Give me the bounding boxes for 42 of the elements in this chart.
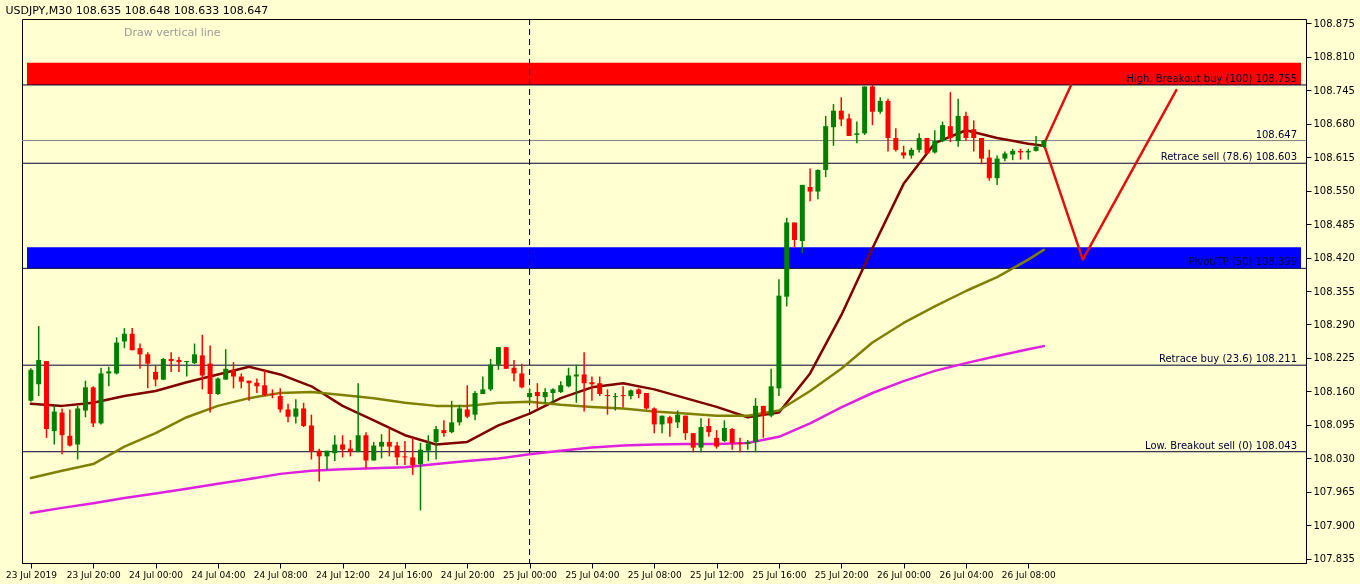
y-tick-label: 108.550 [1313, 185, 1355, 197]
ref-line-label: High. Breakout buy (100) 108.755 [1126, 72, 1297, 84]
y-tick-label: 107.835 [1313, 553, 1355, 565]
y-tick-label: 107.965 [1313, 486, 1355, 498]
y-tick-label: 108.225 [1313, 352, 1355, 364]
y-tick-label: 108.095 [1313, 419, 1355, 431]
ref-line-label: Retrace sell (78.6) 108.603 [1160, 151, 1297, 163]
y-tick-label: 108.810 [1313, 51, 1355, 63]
x-tick-label: 25 Jul 04:00 [565, 569, 620, 580]
y-tick-label: 107.900 [1313, 519, 1355, 531]
x-tick-label: 24 Jul 20:00 [440, 569, 495, 580]
ref-line-label: Pivot/TP (50) 108.399 [1188, 256, 1297, 268]
x-tick-label: 25 Jul 20:00 [814, 569, 870, 580]
y-tick-label: 108.355 [1313, 285, 1355, 297]
y-tick-label: 108.875 [1313, 17, 1355, 29]
ref-line-label: Low. Breakout sell (0) 108.043 [1145, 439, 1297, 451]
x-tick-label: 23 Jul 2019 [5, 569, 58, 580]
x-tick-label: 24 Jul 12:00 [316, 569, 371, 580]
y-tick-label: 108.485 [1313, 218, 1355, 230]
y-tick-label: 108.420 [1313, 252, 1355, 264]
x-tick-label: 25 Jul 12:00 [690, 569, 745, 580]
y-tick-label: 108.745 [1313, 84, 1355, 96]
ref-line-label: Retrace buy (23.6) 108.211 [1158, 353, 1297, 365]
y-tick-label: 108.615 [1313, 151, 1355, 163]
annotation: Draw vertical line [124, 26, 221, 39]
x-tick-label: 24 Jul 00:00 [129, 569, 184, 580]
x-tick-label: 26 Jul 00:00 [877, 569, 932, 580]
x-tick-label: 26 Jul 08:00 [1001, 569, 1057, 580]
x-tick-label: 24 Jul 16:00 [378, 569, 433, 580]
y-tick-label: 108.680 [1313, 118, 1355, 130]
x-tick-label: 24 Jul 08:00 [253, 569, 308, 580]
x-tick-label: 23 Jul 20:00 [66, 569, 121, 580]
x-tick-label: 24 Jul 04:00 [191, 569, 246, 580]
x-tick-label: 26 Jul 04:00 [939, 569, 994, 580]
y-tick-label: 108.290 [1313, 318, 1355, 330]
chart-title: USDJPY,M30 108.635 108.648 108.633 108.647 [5, 4, 269, 18]
x-tick-label: 25 Jul 08:00 [627, 569, 683, 580]
x-tick-label: 25 Jul 16:00 [752, 569, 807, 580]
y-tick-label: 108.030 [1313, 452, 1355, 464]
ref-line-label: 108.647 [1255, 128, 1297, 140]
y-tick-label: 108.160 [1313, 385, 1355, 397]
x-tick-label: 25 Jul 00:00 [503, 569, 558, 580]
